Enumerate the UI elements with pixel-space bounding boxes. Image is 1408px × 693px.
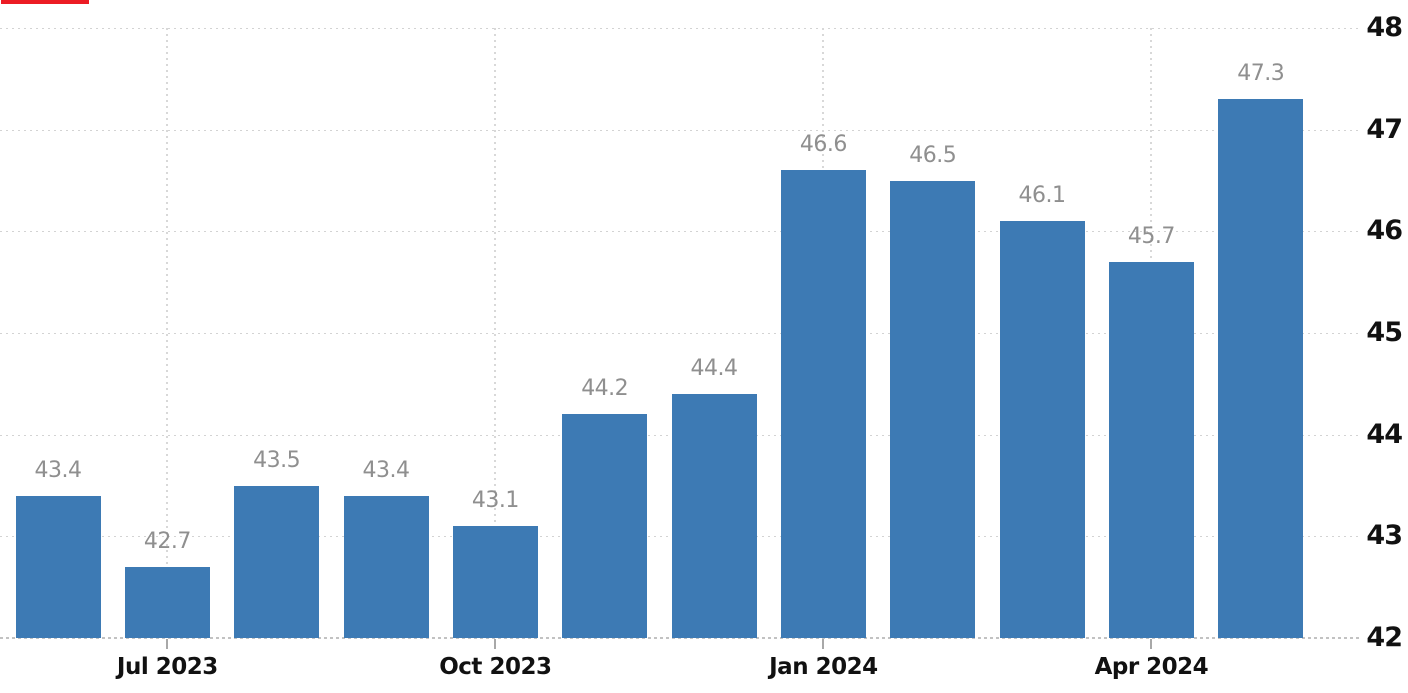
- y-axis-tick-label: 45: [1366, 317, 1403, 348]
- bar-value-label: 44.4: [690, 356, 738, 381]
- bar[interactable]: [343, 495, 429, 638]
- bar-value-label: 46.6: [799, 132, 847, 158]
- bar-value-label: 43.5: [253, 447, 301, 473]
- v-gridline: [166, 28, 169, 638]
- bar[interactable]: [780, 170, 866, 638]
- bar-value-label: 42.7: [143, 528, 191, 554]
- h-gridline: [0, 231, 1362, 233]
- bar[interactable]: [15, 495, 101, 638]
- red-progress-indicator: [1, 0, 89, 4]
- v-gridline: [494, 28, 497, 638]
- bar[interactable]: [1218, 99, 1304, 638]
- bar[interactable]: [124, 566, 210, 638]
- axis-tick-mark: [494, 639, 497, 649]
- bar[interactable]: [890, 180, 976, 638]
- axis-tick-mark: [166, 639, 169, 649]
- bar-value-label: 43.1: [471, 488, 519, 514]
- y-axis-tick-label: 46: [1366, 215, 1403, 247]
- bar[interactable]: [562, 414, 648, 638]
- axis-tick-mark: [822, 639, 825, 649]
- bar-value-label: 43.4: [362, 457, 410, 483]
- bar-value-label: 46.1: [1018, 183, 1066, 209]
- y-axis-tick-label: 47: [1366, 113, 1403, 145]
- x-axis-tick-label: Jan 2024: [769, 654, 878, 680]
- x-axis-tick-label: Apr 2024: [1094, 654, 1209, 680]
- bar-value-label: 45.7: [1127, 223, 1175, 249]
- bar[interactable]: [999, 221, 1085, 638]
- bar[interactable]: [234, 485, 320, 638]
- bar[interactable]: [671, 394, 757, 638]
- h-gridline: [0, 129, 1362, 131]
- y-axis-tick-label: 44: [1366, 418, 1403, 450]
- h-gridline: [0, 28, 1362, 29]
- x-axis-tick-label: Jul 2023: [116, 654, 218, 680]
- bar-value-label: 44.2: [581, 376, 629, 402]
- h-gridline: [0, 333, 1362, 334]
- bar[interactable]: [452, 526, 538, 638]
- axis-tick-mark: [1150, 639, 1153, 649]
- bar-value-label: 47.3: [1237, 61, 1285, 87]
- bar-value-label: 46.5: [909, 142, 957, 168]
- y-axis-tick-label: 48: [1366, 12, 1403, 43]
- bar[interactable]: [1108, 261, 1194, 638]
- bar-value-label: 43.4: [34, 457, 82, 483]
- y-axis-tick-label: 42: [1366, 622, 1403, 653]
- y-axis-tick-label: 43: [1366, 520, 1403, 552]
- x-axis-tick-label: Oct 2023: [439, 654, 552, 680]
- x-axis-baseline: [0, 637, 1362, 639]
